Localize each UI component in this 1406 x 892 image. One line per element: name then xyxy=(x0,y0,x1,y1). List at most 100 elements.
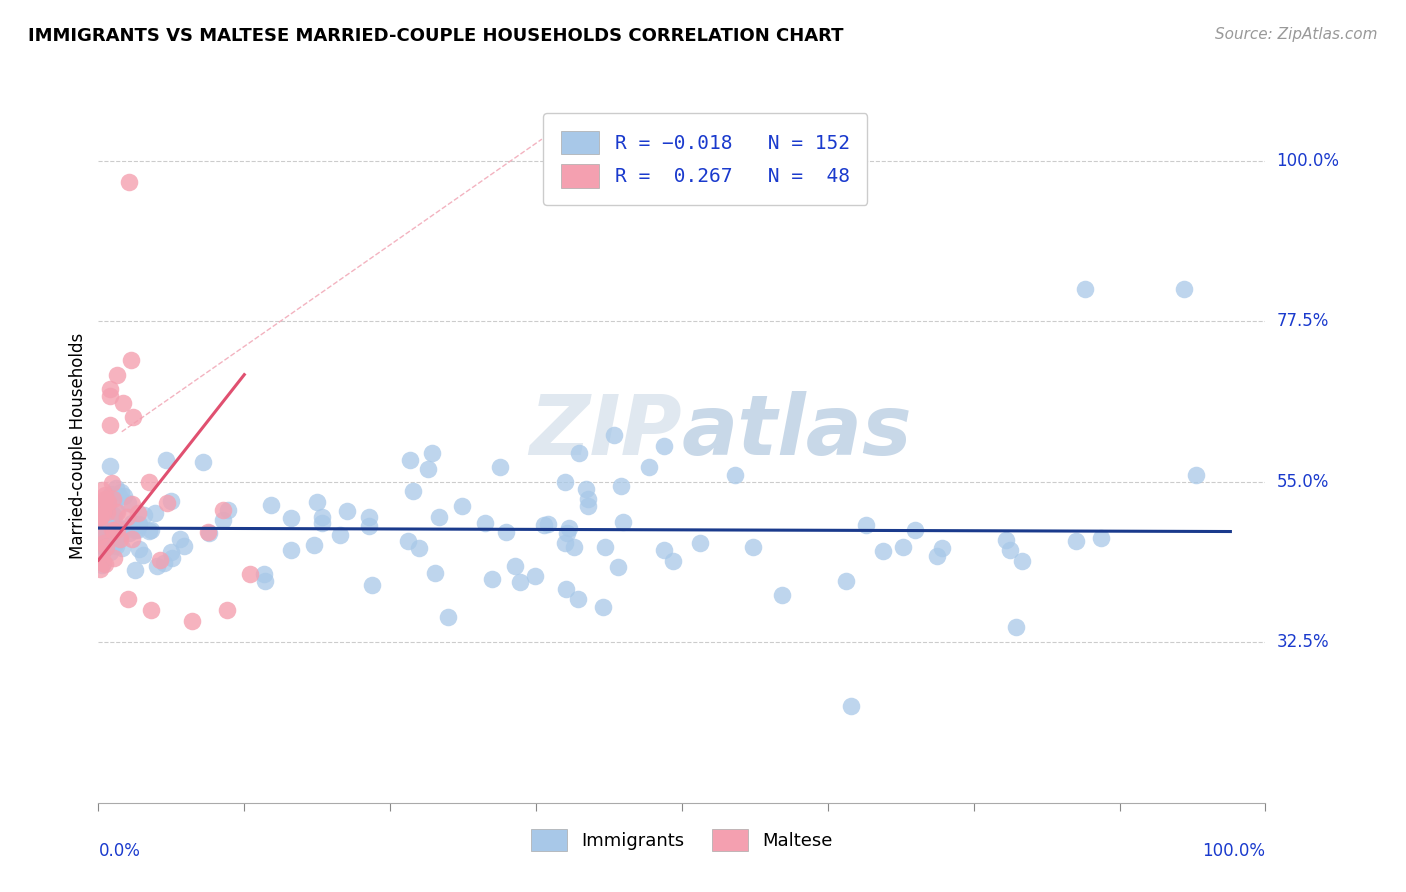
Point xyxy=(89,500,111,515)
Point xyxy=(93,508,115,522)
Point xyxy=(420,446,443,460)
Point xyxy=(90,499,112,513)
Point xyxy=(724,467,747,482)
Point xyxy=(98,458,121,473)
Point xyxy=(110,541,132,555)
Point xyxy=(575,482,598,496)
Point xyxy=(111,396,134,410)
Point xyxy=(98,545,121,559)
Text: Source: ZipAtlas.com: Source: ZipAtlas.com xyxy=(1215,27,1378,42)
Point xyxy=(125,523,148,537)
Point xyxy=(91,505,114,519)
Point xyxy=(252,566,274,581)
Point xyxy=(212,503,235,517)
Point xyxy=(197,524,219,539)
Point xyxy=(450,499,472,513)
Point xyxy=(260,498,283,512)
Point xyxy=(153,556,176,570)
Point xyxy=(101,476,124,491)
Point xyxy=(93,536,115,550)
Point xyxy=(90,497,112,511)
Point xyxy=(427,510,450,524)
Point xyxy=(108,489,131,503)
Point xyxy=(93,492,115,507)
Point xyxy=(89,511,111,525)
Point xyxy=(96,524,118,538)
Point xyxy=(146,559,169,574)
Point xyxy=(603,427,626,442)
Point xyxy=(239,567,262,582)
Text: 100.0%: 100.0% xyxy=(1277,152,1340,169)
Point xyxy=(128,517,150,532)
Point xyxy=(855,518,877,533)
Point xyxy=(90,546,112,560)
Point xyxy=(89,499,111,513)
Point xyxy=(89,528,111,542)
Point xyxy=(357,510,380,524)
Point xyxy=(89,508,111,522)
Legend: Immigrants, Maltese: Immigrants, Maltese xyxy=(524,822,839,858)
Y-axis label: Married-couple Households: Married-couple Households xyxy=(69,333,87,559)
Point xyxy=(100,536,122,550)
Point xyxy=(94,557,117,571)
Point xyxy=(138,524,160,538)
Point xyxy=(110,485,132,500)
Point xyxy=(160,551,183,566)
Point xyxy=(98,510,121,524)
Point xyxy=(96,540,118,554)
Point xyxy=(495,525,517,540)
Point xyxy=(593,540,616,554)
Point xyxy=(423,566,446,581)
Point xyxy=(305,495,328,509)
Point xyxy=(1066,534,1088,549)
Point xyxy=(336,504,359,518)
Point xyxy=(927,549,949,563)
Point xyxy=(132,508,155,522)
Point xyxy=(97,495,120,509)
Point xyxy=(132,548,155,562)
Point xyxy=(654,439,676,453)
Point xyxy=(115,510,138,524)
Point xyxy=(1005,619,1028,633)
Point xyxy=(103,550,125,565)
Point xyxy=(361,578,384,592)
Point xyxy=(91,483,114,497)
Point xyxy=(117,592,139,607)
Point xyxy=(408,541,430,556)
Point xyxy=(117,496,139,510)
Point xyxy=(567,592,589,607)
Point xyxy=(474,516,496,531)
Text: IMMIGRANTS VS MALTESE MARRIED-COUPLE HOUSEHOLDS CORRELATION CHART: IMMIGRANTS VS MALTESE MARRIED-COUPLE HOU… xyxy=(28,27,844,45)
Point xyxy=(139,603,162,617)
Point xyxy=(104,537,127,551)
Point xyxy=(193,455,215,469)
Point xyxy=(101,491,124,506)
Point xyxy=(96,507,118,521)
Point xyxy=(1173,282,1195,296)
Point xyxy=(329,528,352,542)
Point xyxy=(1184,467,1206,482)
Point xyxy=(652,543,675,558)
Point xyxy=(118,175,141,189)
Point xyxy=(127,506,149,520)
Point xyxy=(554,535,576,549)
Point xyxy=(100,417,122,432)
Point xyxy=(89,509,111,524)
Point xyxy=(124,562,146,576)
Point xyxy=(120,353,142,368)
Point xyxy=(128,542,150,557)
Point xyxy=(91,558,114,573)
Point xyxy=(105,504,128,518)
Point xyxy=(98,523,121,537)
Point xyxy=(280,543,302,558)
Point xyxy=(396,533,419,548)
Point xyxy=(399,453,422,467)
Point xyxy=(105,368,128,382)
Point xyxy=(103,523,125,537)
Point xyxy=(90,533,112,547)
Point xyxy=(904,523,927,537)
Point xyxy=(121,532,143,546)
Point xyxy=(311,510,333,524)
Point xyxy=(105,522,128,536)
Point xyxy=(359,519,381,533)
